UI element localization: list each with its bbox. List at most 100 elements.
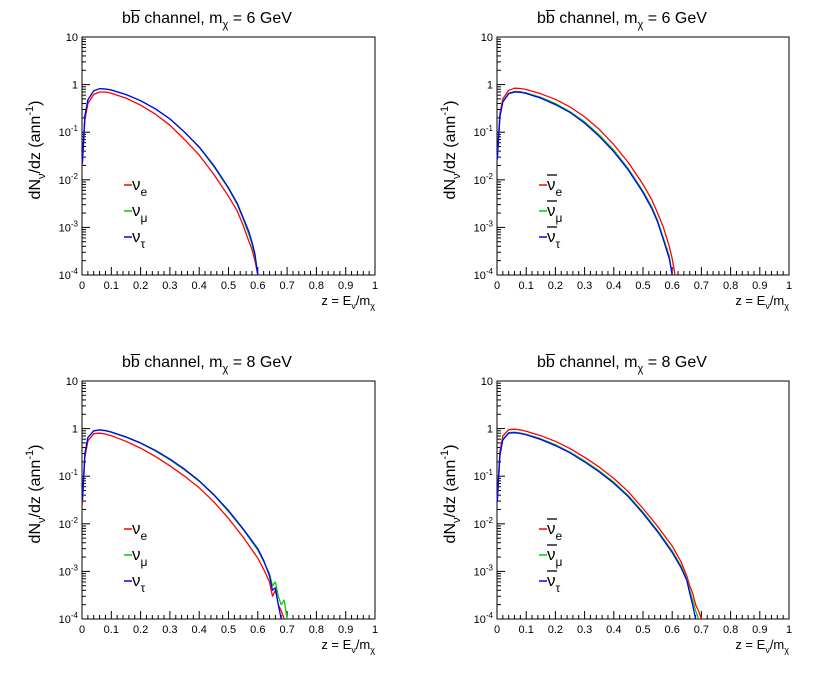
legend-subscript: e [141, 529, 148, 543]
y-axis-label-superscript: -1 [439, 106, 451, 116]
x-axis-label-mid: /m [770, 637, 784, 652]
y-tick-exponent: -3 [486, 563, 494, 572]
x-axis-label: z = Eν/mχ [735, 293, 789, 311]
y-axis-label-close: ) [27, 445, 44, 450]
x-tick-label: 0.1 [104, 624, 119, 636]
chart-title-tail: = 8 GeV [643, 354, 707, 371]
series-line-1 [496, 87, 676, 276]
legend-entry: νe [132, 519, 148, 543]
legend-subscript: τ [556, 581, 561, 595]
x-axis-label-mid: /m [356, 637, 370, 652]
y-tick-label: 10-2 [474, 516, 494, 531]
y-tick-base: 1 [487, 424, 493, 436]
y-tick-exponent: -2 [71, 172, 79, 181]
y-tick-base: 10 [474, 270, 486, 282]
y-tick-base: 1 [487, 80, 493, 92]
x-tick-label: 0.1 [519, 624, 534, 636]
chart-title-tail: = 8 GeV [228, 354, 292, 371]
chart-title: bb̅ channel, mχ = 8 GeV [537, 353, 707, 375]
y-tick-label: 10-1 [474, 468, 494, 483]
y-axis-label-tail: /dz (ann [27, 460, 44, 518]
x-tick-label: 0.7 [694, 280, 709, 292]
x-axis-label-main: z = E [735, 637, 765, 652]
y-tick-label: 10-4 [59, 267, 79, 282]
legend-subscript: μ [141, 555, 148, 569]
y-tick-label: 10-3 [59, 219, 79, 234]
y-tick-base: 1 [72, 80, 78, 92]
legend-subscript: μ [556, 555, 563, 569]
legend-subscript: τ [141, 581, 146, 595]
x-axis-label-main: z = E [321, 637, 351, 652]
y-tick-label: 10-3 [474, 219, 494, 234]
chart-title: bb̅ channel, mχ = 6 GeV [122, 9, 292, 31]
x-tick-label: 0.3 [577, 624, 592, 636]
legend-label: ν [547, 175, 556, 194]
legend-subscript: e [141, 185, 148, 199]
y-tick-label: 10 [481, 32, 493, 44]
y-tick-base: 10 [59, 566, 71, 578]
y-tick-label: 10 [481, 376, 493, 388]
x-tick-label: 0.6 [665, 280, 680, 292]
chart-title-main: bb̅ channel, m [537, 9, 638, 27]
x-tick-label: 0.9 [752, 624, 767, 636]
y-tick-label: 1 [487, 424, 493, 436]
y-tick-label: 1 [487, 80, 493, 92]
y-axis-label-subscript: ν [36, 173, 48, 179]
x-tick-label: 0.1 [104, 280, 119, 292]
chart-title-subscript: χ [638, 363, 644, 375]
x-tick-label: 0 [79, 280, 85, 292]
y-tick-base: 10 [474, 127, 486, 139]
y-axis-label-subscript: ν [451, 173, 463, 179]
legend-label: ν [132, 545, 141, 564]
y-tick-label: 10-2 [59, 172, 79, 187]
legend-subscript: τ [556, 237, 561, 251]
legend-entry: νe [132, 175, 148, 199]
series-line-3 [81, 429, 282, 620]
legend-label: ν [547, 571, 556, 590]
chart-title-subscript: χ [223, 19, 229, 31]
series-line-2 [81, 429, 288, 620]
x-axis-label-subscript: χ [370, 645, 375, 655]
y-tick-base: 10 [66, 376, 78, 388]
chart-title-tail: = 6 GeV [643, 10, 707, 27]
x-axis-label: z = Eν/mχ [321, 293, 375, 311]
y-axis-label-subscript: ν [451, 517, 463, 523]
y-tick-base: 10 [59, 127, 71, 139]
legend-entry: ντ [547, 571, 561, 595]
y-tick-label: 10-1 [474, 124, 494, 139]
y-tick-label: 10-4 [59, 611, 79, 626]
series-line-2 [496, 431, 700, 620]
series-line-1 [81, 432, 285, 620]
x-tick-label: 0.5 [635, 624, 650, 636]
chart-title-main: bb̅ channel, m [122, 353, 223, 371]
y-tick-base: 10 [474, 614, 486, 626]
x-tick-label: 0.2 [133, 280, 148, 292]
y-axis-label-subscript: ν [36, 517, 48, 523]
x-tick-label: 0 [79, 624, 85, 636]
y-tick-base: 10 [59, 270, 71, 282]
y-axis-label-close: ) [442, 101, 459, 106]
y-axis-label-tail: /dz (ann [27, 116, 44, 174]
x-axis-label-subscript: ν [765, 645, 770, 655]
y-tick-label: 10-2 [59, 516, 79, 531]
legend-entry: νμ [132, 201, 148, 225]
plot-frame [81, 36, 376, 276]
y-tick-base: 10 [474, 175, 486, 187]
y-tick-base: 10 [474, 519, 486, 531]
y-tick-label: 10-3 [474, 563, 494, 578]
y-tick-exponent: -1 [71, 124, 79, 133]
chart-title-tail: = 6 GeV [228, 10, 292, 27]
legend-label: ν [132, 175, 141, 194]
x-tick-label: 0.7 [279, 280, 294, 292]
legend-subscript: τ [141, 237, 146, 251]
y-tick-exponent: -3 [486, 219, 494, 228]
y-tick-exponent: -4 [71, 267, 79, 276]
y-axis-label-main: dN [27, 523, 44, 543]
x-axis-label-main: z = E [735, 293, 765, 308]
plot-frame [496, 36, 790, 276]
legend-entry: νe [547, 175, 563, 199]
x-axis-label: z = Eν/mχ [735, 637, 789, 655]
series-line-3 [81, 88, 259, 276]
y-tick-base: 10 [481, 376, 493, 388]
